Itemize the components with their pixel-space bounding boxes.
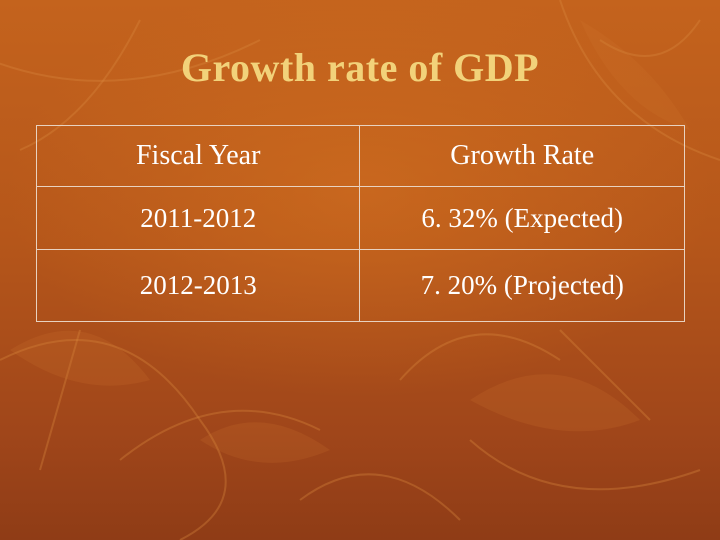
growth-rate-cell: 7. 20% (Projected) xyxy=(359,249,685,322)
table-row: 2011-2012 6. 32% (Expected) xyxy=(35,186,685,250)
fiscal-year-cell: 2011-2012 xyxy=(35,186,361,250)
growth-rate-cell: 6. 32% (Expected) xyxy=(359,186,685,250)
fiscal-year-cell: 2012-2013 xyxy=(35,249,361,322)
table-row: 2012-2013 7. 20% (Projected) xyxy=(35,249,685,322)
header-growth-rate: Growth Rate xyxy=(359,125,685,187)
header-fiscal-year: Fiscal Year xyxy=(35,125,361,187)
gdp-growth-table: Fiscal Year Growth Rate 2011-2012 6. 32%… xyxy=(35,125,685,322)
table-header-row: Fiscal Year Growth Rate xyxy=(35,125,685,187)
slide-title: Growth rate of GDP xyxy=(180,45,540,90)
